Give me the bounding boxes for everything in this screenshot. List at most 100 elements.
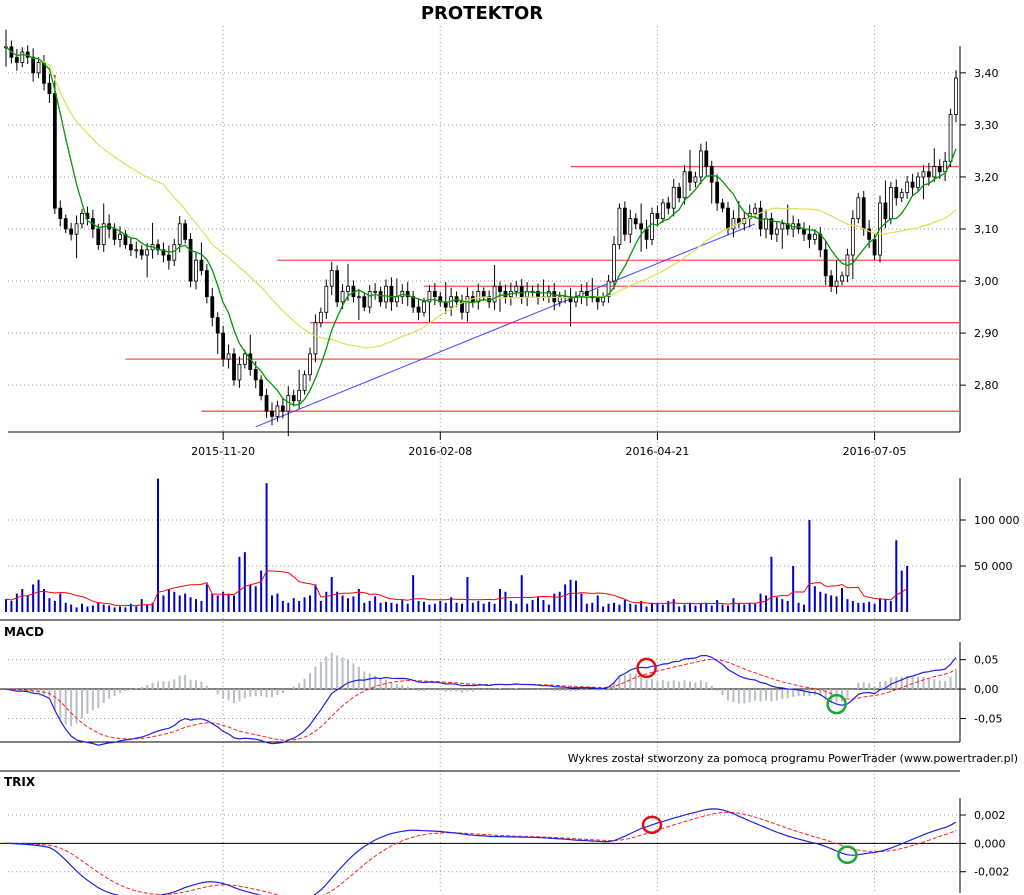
candle-body bbox=[465, 296, 470, 313]
candle-body bbox=[335, 270, 340, 303]
candle-body bbox=[481, 291, 486, 298]
volume-tick-label: 100 000 bbox=[974, 514, 1020, 527]
candle-body bbox=[677, 186, 682, 199]
candle-body bbox=[823, 249, 828, 277]
candle-body bbox=[411, 296, 416, 308]
candle-body bbox=[655, 212, 660, 219]
date-label: 2015-11-20 bbox=[191, 445, 255, 458]
candle-body bbox=[422, 301, 426, 313]
candle-body bbox=[156, 244, 160, 251]
candle-body bbox=[709, 166, 714, 183]
candle-body bbox=[666, 202, 671, 209]
candle-body bbox=[926, 171, 931, 178]
candle-body bbox=[628, 218, 633, 235]
candle-body bbox=[270, 410, 274, 417]
candle-body bbox=[63, 218, 68, 230]
candle-body bbox=[568, 296, 573, 303]
trix-signal-line bbox=[6, 811, 957, 895]
candle-body bbox=[894, 186, 899, 199]
moving-average-short bbox=[5, 46, 957, 406]
candle-body bbox=[324, 285, 329, 313]
trix-tick-label: 0,000 bbox=[974, 837, 1006, 850]
chart-title: PROTEKTOR bbox=[421, 3, 543, 24]
candle-body bbox=[215, 317, 220, 334]
macd-panel: 0,05 0,00 -0,05 bbox=[0, 642, 1002, 746]
candle-body bbox=[606, 280, 611, 298]
candle-body bbox=[693, 176, 698, 183]
candle-body bbox=[199, 259, 204, 272]
trix-line bbox=[5, 808, 957, 895]
candle-body bbox=[183, 223, 188, 240]
candle-body bbox=[166, 254, 171, 261]
candle-body bbox=[840, 275, 844, 282]
candle-body bbox=[726, 207, 730, 230]
candle-body bbox=[731, 218, 736, 230]
candle-body bbox=[954, 77, 958, 115]
candle-body bbox=[291, 395, 296, 402]
candle-body bbox=[194, 259, 198, 282]
candle-body bbox=[139, 249, 144, 256]
candle-body bbox=[237, 363, 242, 381]
candle-body bbox=[818, 233, 823, 251]
price-tick-label: 2,90 bbox=[974, 327, 999, 340]
candle-body bbox=[753, 207, 758, 214]
candle-body bbox=[948, 114, 953, 162]
candle-body bbox=[80, 212, 84, 225]
candle-body bbox=[720, 202, 725, 209]
candle-body bbox=[52, 93, 57, 209]
candle-body bbox=[161, 249, 166, 256]
candle-body bbox=[438, 296, 443, 303]
trix-tick-label: 0,002 bbox=[974, 809, 1006, 822]
volume-tick-label: 50 000 bbox=[974, 560, 1013, 573]
candle-body bbox=[280, 405, 285, 412]
candle-body bbox=[427, 291, 432, 303]
candle-body bbox=[850, 218, 855, 256]
candle-body bbox=[650, 212, 654, 240]
candle-body bbox=[259, 379, 264, 396]
candle-body bbox=[367, 291, 372, 308]
candle-body bbox=[503, 291, 508, 298]
candle-body bbox=[226, 353, 231, 360]
candle-body bbox=[758, 207, 763, 230]
price-panel: 3,40 3,30 3,20 3,10 3,00 2,90 2,80 bbox=[4, 29, 999, 437]
candle-body bbox=[867, 228, 872, 240]
date-axis: 2015-11-20 2016-02-08 2016-04-21 2016-07-05 bbox=[191, 432, 907, 458]
price-tick-label: 3,20 bbox=[974, 171, 999, 184]
candle-body bbox=[780, 223, 785, 230]
candle-body bbox=[698, 150, 703, 178]
price-tick-label: 2,80 bbox=[974, 379, 999, 392]
candle-body bbox=[546, 291, 551, 298]
candle-body bbox=[74, 223, 79, 235]
buy-signal-marker bbox=[826, 693, 847, 715]
candle-body bbox=[373, 291, 378, 293]
candle-body bbox=[96, 228, 101, 246]
candle-body bbox=[774, 228, 779, 235]
sell-signal-marker bbox=[641, 815, 663, 835]
candle-body bbox=[405, 291, 410, 298]
candle-body bbox=[443, 301, 448, 308]
candle-body bbox=[242, 353, 247, 365]
candle-body bbox=[492, 285, 497, 303]
macd-signal-line bbox=[5, 658, 957, 741]
candle-body bbox=[872, 239, 877, 256]
candle-body bbox=[134, 249, 139, 252]
candle-body bbox=[688, 171, 692, 183]
moving-average-long bbox=[5, 46, 957, 349]
candle-body bbox=[145, 249, 150, 256]
credit-text: Wykres został stworzony za pomocą progra… bbox=[568, 752, 1018, 765]
trix-title: TRIX bbox=[4, 775, 36, 789]
candle-body bbox=[394, 296, 399, 303]
candle-body bbox=[210, 296, 215, 318]
candle-body bbox=[536, 291, 540, 298]
candle-body bbox=[378, 291, 383, 303]
candle-body bbox=[883, 202, 888, 219]
candle-body bbox=[715, 181, 720, 204]
candle-body bbox=[69, 228, 74, 235]
candle-body bbox=[617, 207, 622, 246]
candle-body bbox=[460, 301, 464, 313]
price-tick-label: 3,40 bbox=[974, 67, 999, 80]
candle-body bbox=[221, 332, 226, 360]
candle-body bbox=[253, 369, 258, 381]
date-label: 2016-04-21 bbox=[625, 445, 689, 458]
candle-body bbox=[36, 62, 41, 74]
